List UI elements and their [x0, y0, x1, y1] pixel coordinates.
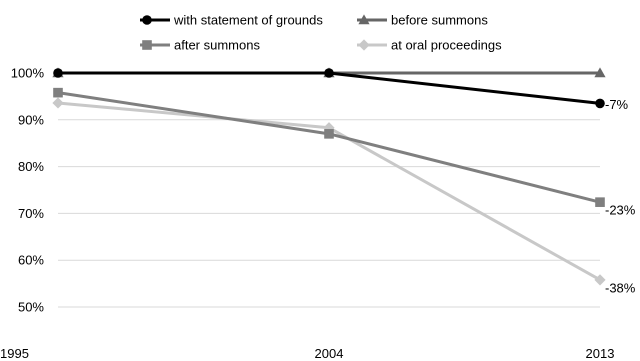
- data-point: [595, 98, 605, 109]
- legend-label: at oral proceedings: [391, 38, 502, 53]
- data-point: [324, 68, 334, 78]
- legend-label: after summons: [174, 38, 260, 53]
- data-point: [594, 67, 606, 78]
- y-tick-label: 50%: [18, 300, 44, 315]
- data-point: [53, 87, 63, 98]
- x-tick-label: 2013: [586, 346, 615, 361]
- end-change-label: -7%: [605, 97, 629, 112]
- series-2: [53, 87, 605, 207]
- end-change-label: -38%: [605, 280, 636, 295]
- axes: 50% 60% 70% 80% 90% 100% 1995 2004 2013: [0, 66, 614, 361]
- legend-item: with statement of grounds: [140, 13, 323, 28]
- data-point: [53, 68, 63, 78]
- data-point: [324, 129, 334, 139]
- series-3: [52, 97, 606, 286]
- data-point: [595, 197, 605, 207]
- data-point: [594, 274, 606, 286]
- series: [52, 67, 606, 286]
- annotations: -7% -23% -38%: [605, 97, 636, 295]
- legend-marker: [358, 39, 370, 51]
- legend-item: after summons: [140, 38, 260, 53]
- x-tick-label: 2004: [315, 346, 344, 361]
- legend-item: at oral proceedings: [357, 38, 502, 53]
- y-tick-label: 100%: [11, 66, 45, 81]
- end-change-label: -23%: [605, 203, 636, 218]
- legend-label: with statement of grounds: [173, 13, 323, 28]
- x-tick-label: 1995: [0, 346, 29, 361]
- y-tick-label: 80%: [18, 159, 44, 174]
- legend-item: before summons: [357, 13, 488, 28]
- y-tick-label: 70%: [18, 206, 44, 221]
- legend-marker: [142, 40, 152, 50]
- legend-marker: [142, 15, 152, 25]
- legend: with statement of grounds before summons a…: [140, 13, 502, 53]
- data-point: [52, 97, 64, 109]
- legend-marker: [358, 14, 370, 25]
- y-tick-label: 60%: [18, 253, 44, 268]
- legend-label: before summons: [391, 13, 488, 28]
- y-tick-label: 90%: [18, 112, 44, 127]
- series-0: [53, 68, 605, 109]
- grid: [58, 72, 600, 308]
